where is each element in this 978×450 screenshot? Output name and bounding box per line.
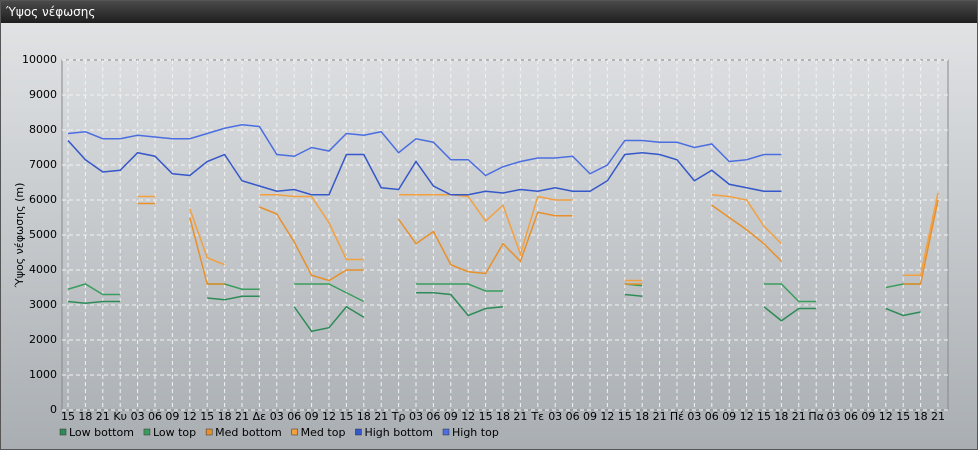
x-tick-label: 06 [566, 410, 580, 423]
x-tick-label: 06 [287, 410, 301, 423]
y-tick-label: 9000 [29, 88, 57, 101]
x-tick-label: 12 [322, 410, 336, 423]
series-line [67, 292, 921, 333]
series-line [137, 192, 939, 282]
x-tick-label: 12 [740, 410, 754, 423]
y-tick-label: 5000 [29, 228, 57, 241]
legend-label: Low top [153, 426, 196, 439]
x-tick-label: 03 [270, 410, 284, 423]
x-tick-label: 12 [461, 410, 475, 423]
y-tick-label: 10000 [22, 53, 57, 66]
legend-swatch [205, 428, 213, 436]
x-tick-label: Τε [530, 410, 544, 423]
x-tick-label: 03 [548, 410, 562, 423]
x-tick-label: 12 [879, 410, 893, 423]
x-tick-label: 18 [357, 410, 371, 423]
x-tick-label: 21 [653, 410, 667, 423]
x-tick-label: Τρ [391, 410, 406, 423]
x-tick-label: 15 [757, 410, 771, 423]
x-tick-label: 18 [914, 410, 928, 423]
x-tick-label: 03 [131, 410, 145, 423]
window-title: Ύψος νέφωσης [6, 5, 96, 19]
title-bar: Ύψος νέφωσης [1, 1, 977, 23]
y-axis-label: Ύψος νέφωσης (m) [13, 183, 26, 289]
x-tick-label: 09 [722, 410, 736, 423]
x-tick-label: Δε [253, 410, 267, 423]
x-tick-label: 18 [635, 410, 649, 423]
y-tick-label: 6000 [29, 193, 57, 206]
x-tick-label: 21 [513, 410, 527, 423]
legend-label: High bottom [364, 426, 433, 439]
y-tick-label: 4000 [29, 263, 57, 276]
x-tick-label: 21 [792, 410, 806, 423]
x-tick-label: 15 [896, 410, 910, 423]
series-line [137, 199, 939, 285]
x-tick-label: 18 [78, 410, 92, 423]
y-tick-label: 8000 [29, 123, 57, 136]
series-line [67, 139, 782, 196]
x-tick-label: 18 [496, 410, 510, 423]
x-tick-label: 15 [200, 410, 214, 423]
x-tick-label: 09 [165, 410, 179, 423]
y-tick-label: 7000 [29, 158, 57, 171]
legend-swatch [59, 428, 67, 436]
legend-label: Low bottom [69, 426, 134, 439]
x-tick-label: 09 [583, 410, 597, 423]
x-tick-label: 21 [931, 410, 945, 423]
x-tick-label: 15 [61, 410, 75, 423]
y-tick-label: 0 [50, 403, 57, 416]
x-tick-label: 03 [687, 410, 701, 423]
legend-swatch [143, 428, 151, 436]
y-tick-label: 1000 [29, 368, 57, 381]
x-tick-label: 09 [305, 410, 319, 423]
x-tick-label: 21 [96, 410, 110, 423]
x-tick-label: 18 [218, 410, 232, 423]
x-tick-label: 21 [374, 410, 388, 423]
x-tick-label: 15 [479, 410, 493, 423]
x-tick-label: 06 [844, 410, 858, 423]
x-tick-label: 21 [235, 410, 249, 423]
x-tick-label: 12 [600, 410, 614, 423]
legend-label: Med bottom [215, 426, 282, 439]
x-tick-label: 03 [827, 410, 841, 423]
x-tick-label: 18 [774, 410, 788, 423]
x-tick-label: 09 [444, 410, 458, 423]
legend-label: High top [452, 426, 499, 439]
series-line [67, 123, 782, 177]
series-line [67, 283, 921, 303]
x-tick-label: 06 [426, 410, 440, 423]
x-tick-label: 15 [339, 410, 353, 423]
y-tick-label: 2000 [29, 333, 57, 346]
x-tick-label: Πα [808, 410, 824, 423]
x-tick-label: 06 [705, 410, 719, 423]
x-tick-label: 09 [861, 410, 875, 423]
legend-swatch [291, 428, 298, 436]
x-tick-label: 03 [409, 410, 423, 423]
x-tick-label: Πέ [670, 410, 684, 423]
legend-swatch [442, 428, 450, 436]
legend-label: Med top [301, 426, 346, 439]
x-tick-label: 15 [618, 410, 632, 423]
x-tick-label: 06 [148, 410, 162, 423]
x-tick-label: 12 [183, 410, 197, 423]
y-tick-label: 3000 [29, 298, 57, 311]
legend-swatch [355, 428, 362, 436]
x-tick-label: Κυ [113, 410, 127, 423]
